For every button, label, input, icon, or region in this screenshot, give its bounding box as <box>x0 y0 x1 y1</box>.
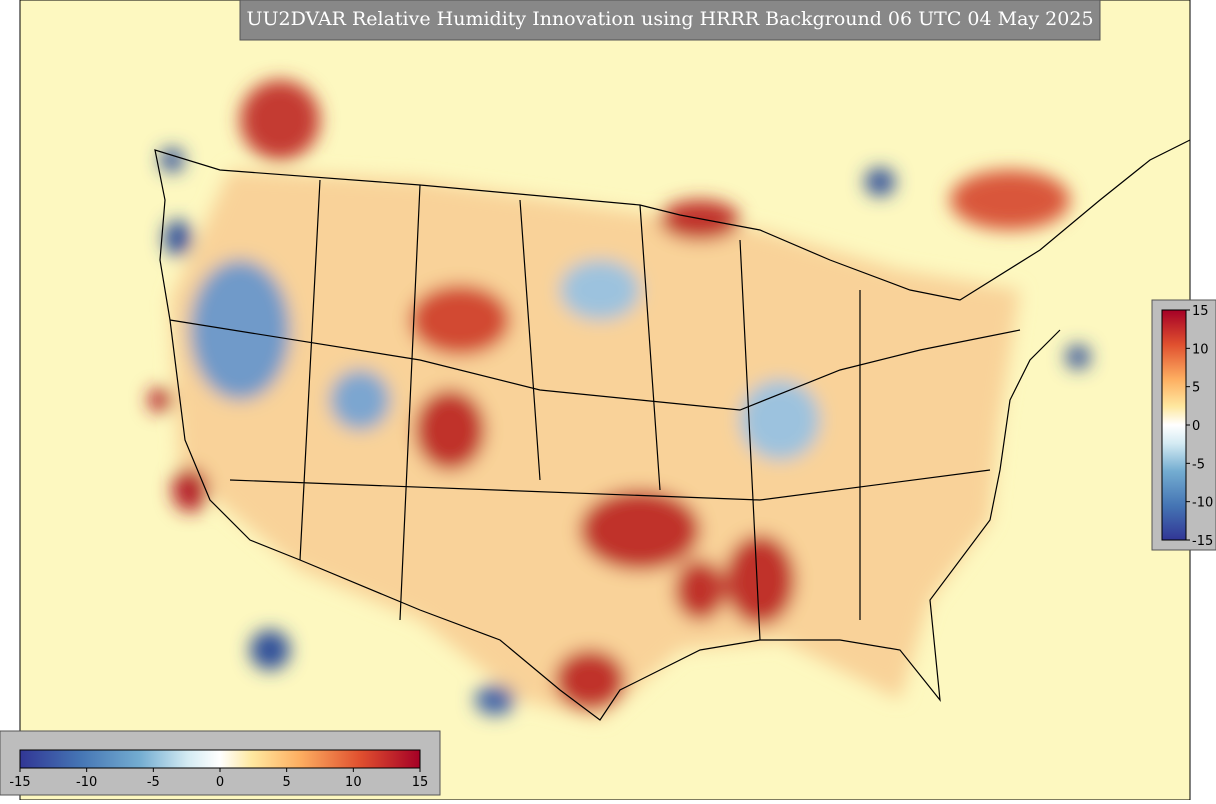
tick-label: -10 <box>76 775 97 790</box>
tick-label: 10 <box>345 775 362 790</box>
tick-label: 5 <box>283 775 291 790</box>
title-box <box>239 0 1101 41</box>
boundaries <box>154 139 1191 721</box>
tick-label: 0 <box>1192 419 1200 434</box>
tick-label: -5 <box>147 775 160 790</box>
tick-label: 15 <box>1192 304 1209 319</box>
map-title: UU2DVAR Relative Humidity Innovation usi… <box>246 8 1093 30</box>
tick-label: 5 <box>1192 381 1200 396</box>
tick-label: -5 <box>1192 457 1205 472</box>
colorbar <box>19 749 421 769</box>
tick-label: 15 <box>412 775 429 790</box>
colorbar <box>1161 309 1187 541</box>
tick-label: -15 <box>9 775 30 790</box>
tick-label: 10 <box>1192 342 1209 357</box>
tick-label: -10 <box>1192 496 1213 511</box>
tick-label: -15 <box>1192 534 1213 549</box>
tick-label: 0 <box>216 775 224 790</box>
humidity-field <box>148 80 1090 720</box>
